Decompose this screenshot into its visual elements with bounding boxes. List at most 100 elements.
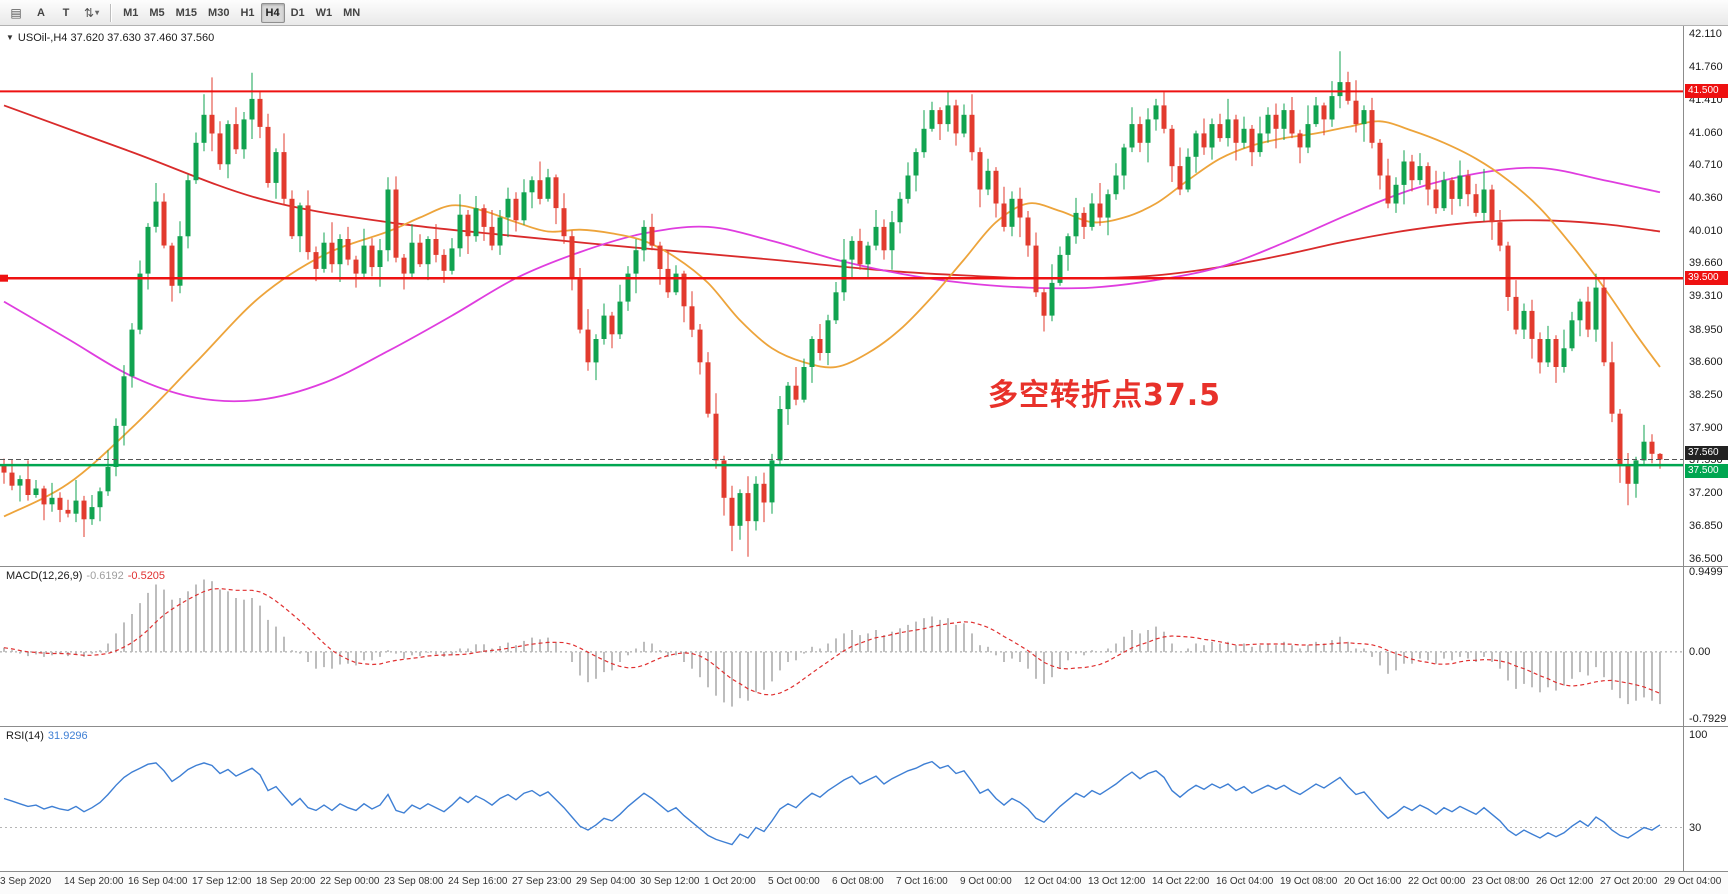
candle [1073, 212, 1079, 237]
candle [1185, 156, 1191, 190]
candle [1097, 203, 1103, 218]
rsi-axis-label: 30 [1689, 822, 1702, 834]
candle [1657, 453, 1663, 460]
candle [489, 226, 495, 246]
time-axis-label: 19 Oct 08:00 [1280, 876, 1338, 887]
candle [1161, 105, 1167, 129]
rsi-panel-canvas[interactable] [0, 726, 1683, 871]
candle [1625, 465, 1631, 484]
candle [665, 268, 671, 293]
candle [577, 278, 583, 330]
candle [1465, 175, 1471, 195]
timeframe-m30-button[interactable]: M30 [203, 3, 234, 23]
candle [689, 306, 695, 330]
candle [977, 152, 983, 190]
candle [633, 250, 639, 274]
candle [441, 254, 447, 271]
candle [1361, 110, 1367, 125]
text-annotation-button[interactable]: A [29, 3, 53, 23]
timeframe-m5-button[interactable]: M5 [144, 3, 169, 23]
candle [537, 180, 543, 199]
candle [217, 133, 223, 165]
candle [737, 493, 743, 526]
candle [297, 205, 303, 237]
candle [153, 201, 159, 227]
chart-window-icon[interactable]: ▤ [4, 3, 28, 23]
candle [129, 329, 135, 377]
ma-magenta [3, 166, 1661, 403]
price-tag-39.500: 39.500 [1685, 271, 1728, 285]
candle [73, 500, 79, 514]
candle [1233, 119, 1239, 143]
candle [1009, 198, 1015, 227]
time-axis-label: 23 Sep 08:00 [384, 876, 444, 887]
rsi-value: 31.9296 [47, 730, 88, 742]
collapse-icon[interactable]: ▼ [6, 33, 14, 42]
macd-signal-value: -0.5205 [127, 570, 166, 582]
timeframe-w1-button[interactable]: W1 [311, 3, 338, 23]
hline-left-handle[interactable] [0, 274, 8, 282]
chart-window-icon-glyph: ▤ [10, 5, 22, 20]
candle [513, 198, 519, 221]
timeframe-h4-button[interactable]: H4 [260, 2, 285, 23]
panel-divider-macd[interactable] [0, 566, 1728, 567]
candle [1369, 110, 1375, 143]
candle [849, 240, 855, 260]
candle [769, 460, 775, 503]
main-chart-canvas[interactable] [0, 26, 1683, 566]
candle [1033, 245, 1039, 293]
candle [1401, 161, 1407, 185]
candle [401, 257, 407, 274]
timeframe-m1-button[interactable]: M1 [118, 3, 143, 23]
candle [81, 500, 87, 520]
candle [713, 413, 719, 461]
candle [1041, 292, 1047, 316]
timeframe-h1-button[interactable]: H1 [235, 3, 259, 23]
candle [289, 198, 295, 237]
candle [625, 273, 631, 302]
candle [393, 189, 399, 258]
candle [961, 114, 967, 134]
scale-arrows-icon[interactable]: ⇅ ▾ [79, 3, 104, 23]
candle [641, 226, 647, 251]
candle [1, 465, 7, 473]
candle [1425, 166, 1431, 190]
candle [1321, 105, 1327, 120]
candle [905, 175, 911, 199]
panel-divider-rsi[interactable] [0, 726, 1728, 727]
candle [985, 170, 991, 190]
timeframe-mn-button[interactable]: MN [338, 3, 365, 23]
text-tool-button-glyph: T [62, 6, 70, 19]
chart-annotation-text[interactable]: 多空转折点37.5 [988, 378, 1222, 413]
candle [457, 214, 463, 249]
time-axis-label: 27 Oct 20:00 [1600, 876, 1658, 887]
price-tag-37.500: 37.500 [1685, 464, 1728, 478]
candle [753, 483, 759, 522]
text-tool-button[interactable]: T [54, 3, 78, 23]
candle [673, 273, 679, 293]
candle [1569, 320, 1575, 349]
timeframe-m15-button[interactable]: M15 [171, 3, 202, 23]
candle [1249, 128, 1255, 153]
candle [121, 376, 127, 426]
candle [1281, 110, 1287, 129]
timeframe-d1-button[interactable]: D1 [286, 3, 310, 23]
candle [617, 301, 623, 335]
candle [1417, 166, 1423, 181]
candle [745, 493, 751, 522]
bid-price-tag: 37.560 [1685, 446, 1728, 460]
candle [1129, 124, 1135, 148]
macd-panel-canvas[interactable] [0, 566, 1683, 726]
price-axis-label: 41.760 [1689, 61, 1723, 73]
candle [1081, 212, 1087, 227]
candle [201, 114, 207, 143]
candle [697, 329, 703, 363]
candle [1209, 124, 1215, 148]
macd-axis-label: 0.9499 [1689, 566, 1723, 578]
candle [897, 198, 903, 223]
candle [305, 205, 311, 253]
time-axis-label: 24 Sep 16:00 [448, 876, 508, 887]
candle [793, 385, 799, 400]
candle [881, 226, 887, 251]
candle [329, 242, 335, 265]
